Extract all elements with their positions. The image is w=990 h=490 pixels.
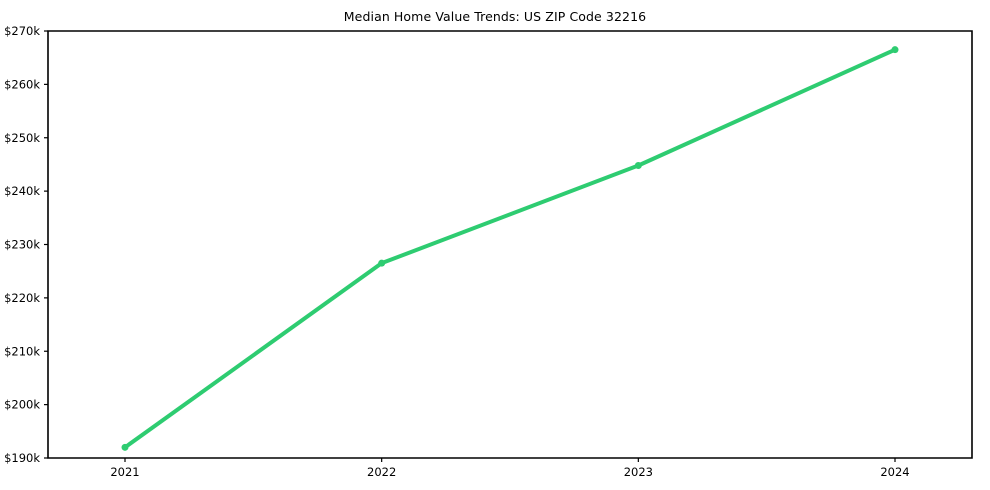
y-axis-tick-label: $270k [4, 24, 40, 38]
data-point-marker [378, 259, 386, 267]
y-axis-tick-label: $210k [4, 344, 40, 358]
y-axis-tick-label: $260k [4, 77, 40, 91]
x-axis-tick-label: 2024 [880, 465, 909, 479]
data-series-line [123, 47, 897, 450]
y-axis-tick-label: $240k [4, 184, 40, 198]
y-axis-tick-label: $250k [4, 131, 40, 145]
x-axis-ticks: 2021 2022 2023 2024 [110, 458, 910, 479]
x-axis-tick-label: 2022 [367, 465, 396, 479]
data-point-marker [634, 162, 642, 169]
y-axis-ticks: $190k $200k $210k $220k $230k $240k $250k $260k… [4, 24, 48, 465]
x-axis-tick-label: 2023 [624, 465, 653, 479]
y-axis-tick-label: $230k [4, 238, 40, 252]
data-point-marker [121, 443, 129, 451]
y-axis-tick-label: $220k [4, 291, 40, 305]
y-axis-tick-label: $190k [4, 451, 40, 465]
y-axis-tick-label: $200k [4, 398, 40, 412]
chart-title: Median Home Value Trends: US ZIP Code 32… [343, 9, 647, 24]
x-axis-tick-label: 2021 [110, 465, 139, 479]
data-point-markers [121, 46, 899, 451]
axis-frame [47, 30, 973, 459]
data-point-marker [891, 46, 899, 54]
